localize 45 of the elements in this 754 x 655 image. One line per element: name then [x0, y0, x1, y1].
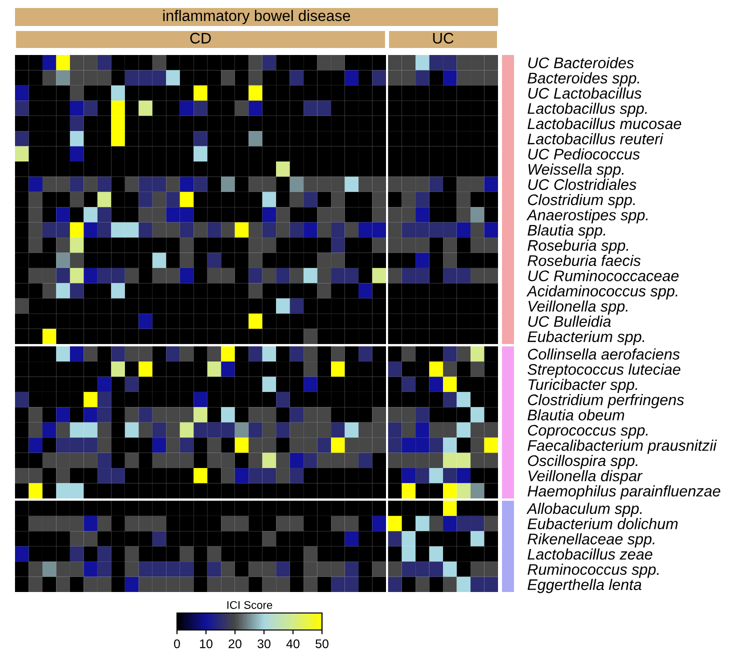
y-tick-label: Anaerostipes spp.: [526, 209, 648, 224]
y-tick-label: Clostridium spp.: [528, 194, 635, 208]
y-tick-label: Roseburia spp.: [528, 240, 628, 254]
y-tick-label: Haemophilus parainfluenzae: [528, 485, 720, 500]
y-tick-label: Eubacterium dolichum: [528, 518, 678, 530]
y-tick-label: Weissella spp.: [528, 164, 624, 178]
text: UC: [433, 32, 454, 44]
y-tick-label: UC Bulleidia: [528, 316, 611, 327]
y-tick-label: Faecalibacterium prausnitzii: [528, 440, 717, 454]
y-tick-label: Allobaculum spp.: [526, 502, 642, 518]
y-tick-label: Streptococcus luteciae: [528, 364, 680, 378]
y-tick-label: Veillonella spp.: [528, 300, 628, 315]
y-tick-label: Acidaminococcus spp.: [526, 285, 678, 300]
chart-title: inflammatory bowel disease: [163, 10, 350, 24]
y-tick-label: Clostridium perfringens: [528, 394, 684, 408]
color-bar-label: 0: [174, 639, 180, 648]
color-bar-label: 20: [228, 639, 242, 648]
y-tick-label: Bacteroides spp.: [528, 72, 640, 87]
y-tick-label: Lactobacillus zeae: [528, 548, 652, 560]
y-tick-label: Collinsella aerofaciens: [528, 348, 680, 360]
text: CD: [190, 32, 211, 44]
color-bar-label: 50: [316, 639, 328, 648]
y-tick-label: UC Clostridiales: [528, 178, 636, 190]
y-tick-label: Coprococcus spp.: [528, 424, 648, 439]
color-bar-label: 30: [258, 639, 270, 648]
y-tick-label: Lactobacillus spp.: [528, 102, 647, 117]
y-tick-label: Lactobacillus reuteri: [528, 133, 664, 144]
color-bar-label: 40: [286, 639, 300, 648]
y-tick-label: Oscillospira spp.: [528, 454, 638, 470]
y-tick-label: Eubacterium spp.: [528, 330, 644, 346]
y-tick-label: UC Bacteroides: [528, 57, 634, 68]
y-tick-label: Turicibacter spp.: [528, 378, 638, 394]
y-tick-label: Eggerthella lenta: [528, 578, 642, 594]
y-tick-label: Ruminococcus spp.: [528, 564, 659, 578]
y-tick-label: Veillonella dispar: [528, 470, 643, 484]
y-tick-label: UC Lactobacillus: [528, 87, 642, 99]
y-tick-label: UC Ruminococcaceae: [528, 270, 679, 282]
color-bar-title: ICI Score: [227, 601, 272, 609]
y-tick-label: Blautia obeum: [528, 409, 624, 420]
color-bar-label: 10: [200, 639, 212, 648]
y-tick-label: Blautia spp.: [528, 224, 606, 239]
y-tick-label: UC Pediococcus: [528, 148, 640, 160]
y-tick-label: Roseburia faecis: [528, 254, 641, 266]
y-tick-label: Rikenellaceae spp.: [528, 533, 654, 548]
y-tick-label: Lactobacillus mucosae: [528, 118, 682, 130]
